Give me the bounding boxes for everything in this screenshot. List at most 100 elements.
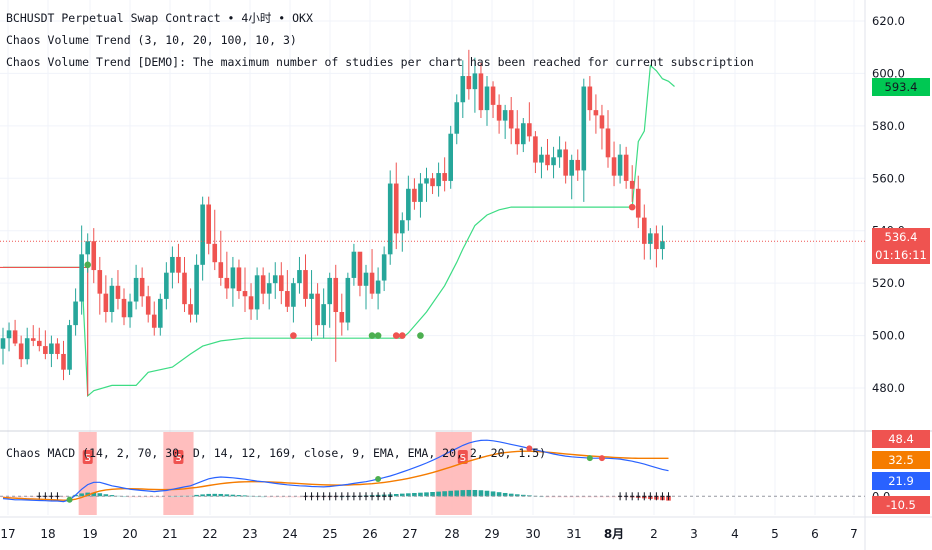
x-tick-label: 27 — [402, 527, 417, 541]
candle-body — [139, 277, 145, 297]
macd-hist-bar — [236, 495, 242, 497]
macd-sell-label: S — [85, 453, 91, 464]
macd-hist-bar — [30, 496, 36, 498]
candle-body — [85, 241, 90, 255]
macd-hist-bar — [478, 490, 484, 497]
candle-body — [194, 264, 199, 315]
candle-body — [623, 154, 629, 181]
candle-body — [206, 204, 211, 244]
candle-body — [400, 220, 405, 234]
candle-body — [508, 110, 514, 129]
x-tick-label: 21 — [162, 527, 177, 541]
candle-body — [460, 76, 466, 103]
candle-body — [387, 183, 393, 255]
candle-body — [200, 204, 205, 265]
candle-body — [242, 291, 248, 297]
macd-hist-bar — [164, 496, 169, 498]
candle-body — [91, 241, 97, 271]
macd-hist-bar — [424, 492, 429, 497]
candle-body — [303, 270, 308, 299]
macd-hist-bar — [24, 496, 30, 498]
macd-hist-bar — [521, 494, 526, 497]
trend-marker-dot — [368, 332, 376, 339]
macd-hist-bar — [297, 496, 302, 498]
macd-hist-bar — [406, 493, 411, 497]
volume-trend-line — [3, 64, 675, 398]
x-tick-label: 8月 — [604, 527, 624, 541]
macd-cross-dot — [66, 496, 73, 503]
candle-body — [533, 136, 538, 163]
x-tick-label: 17 — [0, 527, 15, 541]
candle-body — [369, 272, 375, 294]
x-tick-label: 22 — [202, 527, 217, 541]
trend-marker-dot — [417, 332, 424, 339]
macd-hist-bar — [139, 496, 145, 498]
candle-body — [363, 272, 369, 286]
macd-hist-bar — [412, 492, 417, 497]
macd-hist-bar — [291, 496, 296, 498]
candle-body — [12, 330, 18, 344]
macd-highlight-1 — [163, 432, 194, 515]
candle-body — [188, 304, 193, 315]
macd-hist-bar — [260, 496, 266, 498]
candle-body — [176, 256, 181, 273]
macd-hist-bar — [61, 496, 66, 498]
candle-body — [478, 73, 484, 111]
candle-body — [133, 277, 139, 302]
macd-hist-bar — [145, 496, 151, 498]
candle-body — [514, 128, 520, 145]
macd-hist-bar — [472, 489, 478, 497]
candle-body — [158, 298, 163, 328]
x-tick-label: 7 — [850, 527, 858, 541]
candle-body — [521, 123, 526, 145]
trend-marker-dot — [84, 261, 91, 269]
macd-hist-bar — [67, 496, 72, 498]
candle-body — [605, 128, 611, 158]
macd-hist-bar — [218, 493, 224, 497]
indicator-legend-volume-trend: Chaos Volume Trend (3, 10, 20, 100, 10, … — [6, 33, 297, 47]
candle-body — [496, 104, 502, 121]
macd-hist-bar — [6, 496, 12, 498]
candle-body — [37, 340, 42, 347]
candle-body — [6, 330, 12, 339]
candle-body — [557, 149, 562, 158]
macd-hist-bar — [418, 492, 423, 497]
x-tick-label: 4 — [731, 527, 739, 541]
candle-body — [502, 110, 508, 121]
candle-body — [339, 312, 345, 323]
candle-body — [224, 277, 230, 289]
macd-hist-bar — [230, 494, 236, 497]
macd-hist-bar — [109, 495, 115, 497]
macd-hist-bar — [200, 494, 205, 497]
indicator-error-message: Chaos Volume Trend [DEMO]: The maximum n… — [6, 55, 754, 69]
macd-hist-bar — [448, 490, 453, 497]
trend-marker-dot — [628, 203, 636, 211]
macd-hist-bar — [182, 495, 187, 497]
candle-body — [260, 275, 266, 294]
macd-hist-bar — [133, 496, 139, 498]
candle-body — [442, 173, 447, 181]
candle-body — [272, 275, 278, 284]
macd-hist-bar — [248, 495, 254, 497]
candle-body — [357, 251, 363, 286]
candle-body — [230, 267, 236, 289]
macd-hist-bar — [508, 493, 514, 497]
candle-body — [563, 149, 568, 176]
macd-hist-bar — [121, 496, 127, 498]
candle-body — [170, 256, 175, 273]
x-tick-label: 29 — [484, 527, 499, 541]
candle-body — [351, 251, 357, 278]
candle-body — [30, 338, 36, 341]
x-tick-label: 31 — [566, 527, 581, 541]
macd-tag-4: -10.5 — [872, 496, 930, 514]
candle-body — [321, 304, 326, 326]
macd-hist-bar — [115, 495, 121, 497]
candle-body — [375, 280, 381, 294]
candle-body — [484, 86, 490, 111]
candle-body — [593, 110, 599, 116]
candle-body — [448, 133, 453, 181]
macd-cross-dot — [375, 475, 382, 482]
candle-body — [297, 270, 302, 284]
candle-body — [309, 293, 314, 299]
